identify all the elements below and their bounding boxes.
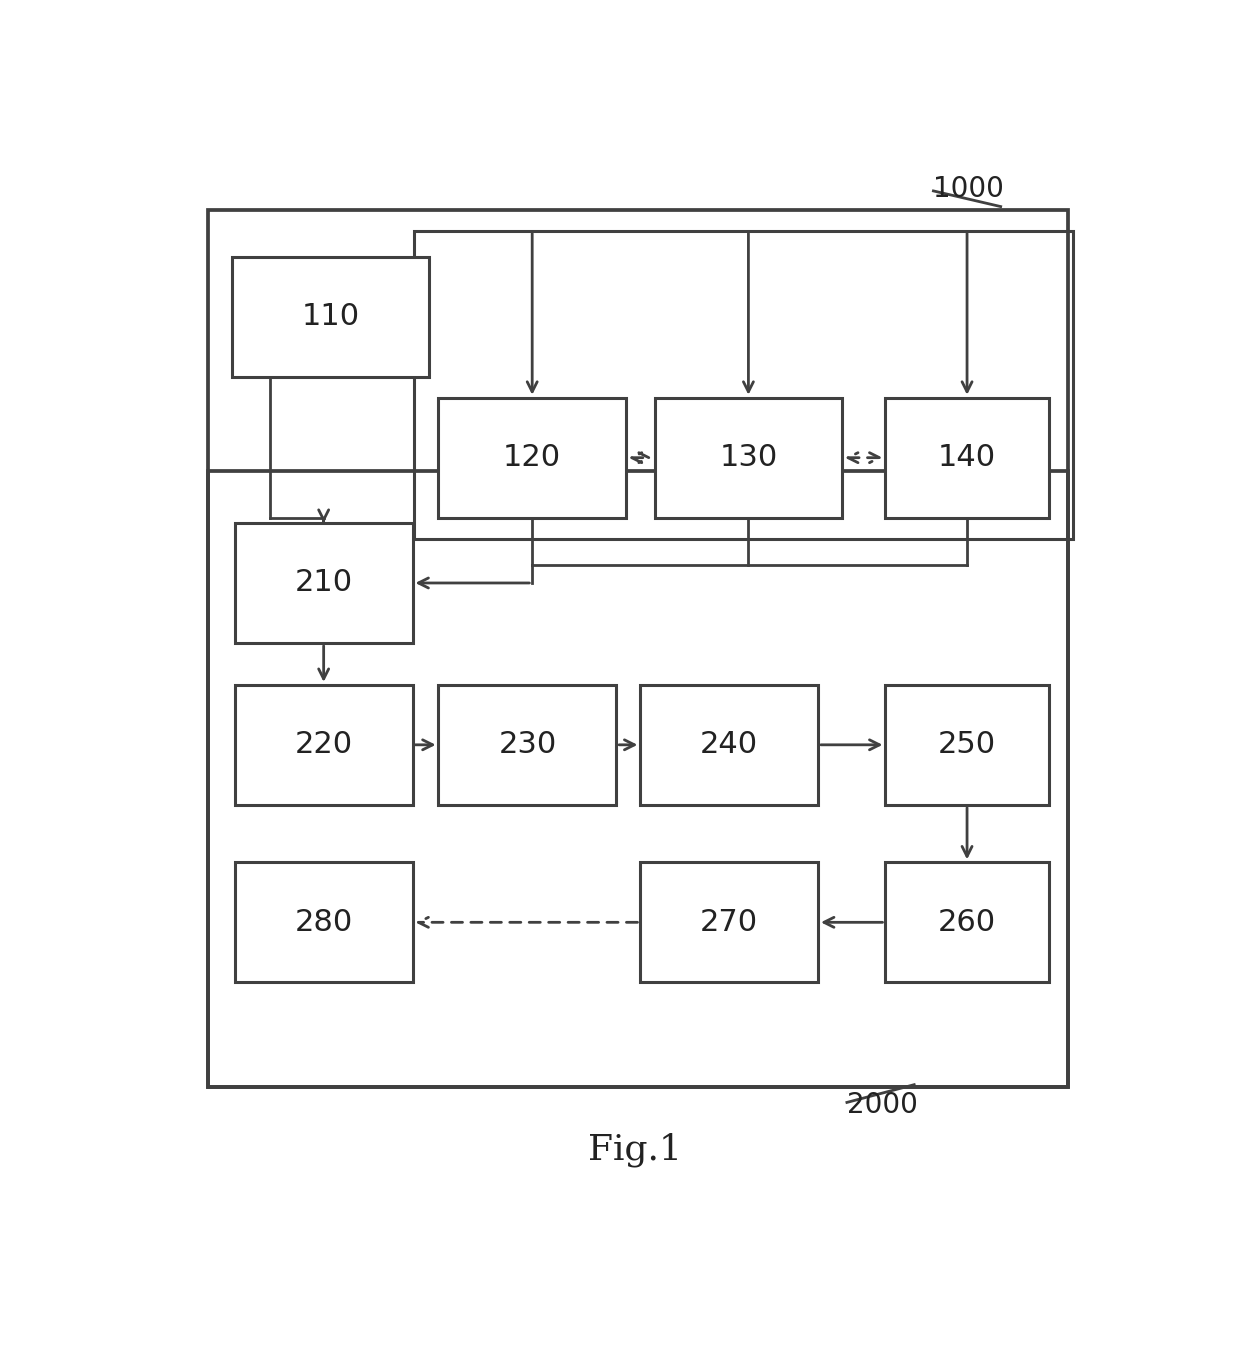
- Text: 1000: 1000: [934, 175, 1004, 203]
- Text: 280: 280: [295, 907, 353, 937]
- Text: 130: 130: [719, 443, 777, 472]
- FancyBboxPatch shape: [640, 685, 818, 805]
- Text: 140: 140: [937, 443, 996, 472]
- FancyBboxPatch shape: [885, 397, 1049, 518]
- FancyBboxPatch shape: [885, 862, 1049, 982]
- Text: 210: 210: [295, 568, 352, 598]
- Text: 110: 110: [301, 302, 360, 331]
- Text: 260: 260: [937, 907, 996, 937]
- FancyBboxPatch shape: [232, 256, 429, 377]
- FancyBboxPatch shape: [640, 862, 818, 982]
- FancyBboxPatch shape: [234, 523, 413, 643]
- Text: 240: 240: [701, 731, 759, 759]
- Text: 230: 230: [498, 731, 557, 759]
- Text: 120: 120: [503, 443, 562, 472]
- FancyBboxPatch shape: [234, 685, 413, 805]
- FancyBboxPatch shape: [439, 397, 626, 518]
- Text: 2000: 2000: [847, 1090, 918, 1119]
- Text: 220: 220: [295, 731, 352, 759]
- FancyBboxPatch shape: [439, 685, 616, 805]
- FancyBboxPatch shape: [234, 862, 413, 982]
- FancyBboxPatch shape: [655, 397, 842, 518]
- Text: 250: 250: [937, 731, 996, 759]
- FancyBboxPatch shape: [885, 685, 1049, 805]
- Text: 270: 270: [701, 907, 759, 937]
- Text: Fig.1: Fig.1: [589, 1132, 682, 1166]
